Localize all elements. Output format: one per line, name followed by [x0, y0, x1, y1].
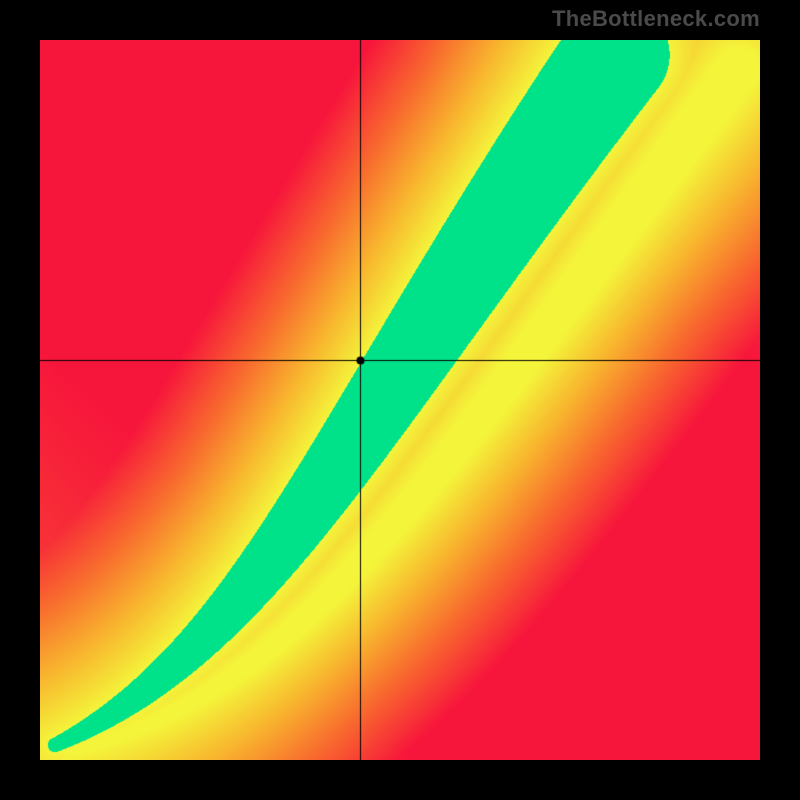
chart-container: TheBottleneck.com — [0, 0, 800, 800]
chart-inner-area — [40, 40, 760, 760]
heatmap-canvas — [40, 40, 760, 760]
watermark-label: TheBottleneck.com — [552, 6, 760, 32]
